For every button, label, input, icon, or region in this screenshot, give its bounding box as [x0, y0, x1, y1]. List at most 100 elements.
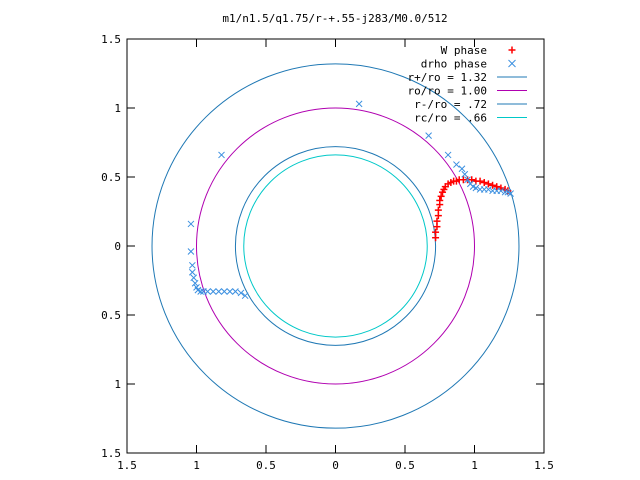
w-phase-point: [484, 180, 492, 188]
drho-phase-point-stroke: [204, 288, 211, 295]
chart-title: m1/n1.5/q1.75/r-+.55-j283/M0.0/512: [222, 12, 447, 25]
drho-phase-point-stroke: [504, 188, 512, 196]
drho-phase-point: [190, 274, 198, 282]
drho-phase-point: [485, 186, 492, 193]
w-phase-point: [433, 217, 441, 225]
drho-phase-point: [464, 176, 471, 184]
drho-phase-point-stroke: [215, 288, 223, 295]
drho-phase-point: [218, 151, 225, 159]
phase-points: [187, 100, 514, 300]
drho-phase-point-stroke: [191, 279, 199, 287]
w-phase-point: [437, 192, 445, 200]
drho-phase-point: [204, 288, 211, 295]
drho-phase-point-stroke: [501, 188, 509, 196]
x-tick-label: 1: [471, 459, 478, 472]
drho-phase-point: [187, 248, 195, 255]
drho-phase-point: [461, 170, 469, 178]
circle-r-0-72: [234, 146, 437, 346]
drho-phase-point-stroke: [461, 170, 469, 178]
drho-phase-point-stroke: [507, 190, 514, 197]
drho-phase-point-stroke: [190, 274, 198, 282]
drho-phase-point-stroke: [497, 187, 505, 195]
w-phase-point: [476, 177, 484, 185]
drho-phase-point-stroke: [188, 261, 196, 269]
drho-phase-point-stroke: [187, 220, 195, 228]
w-phase-point: [489, 181, 497, 189]
drho-phase-point: [197, 288, 205, 295]
axis-ticks: 1.5 1 0.5 0 0.5 1 1.51.510.500.511.5: [101, 33, 554, 472]
legend-label: W phase: [441, 44, 487, 57]
w-phase-point: [480, 179, 488, 187]
drho-phase-point-stroke: [464, 176, 471, 184]
circle-r-1: [196, 107, 475, 385]
y-tick-label: 1: [114, 378, 121, 391]
drho-phase-point: [501, 188, 509, 196]
drho-phase-point-stroke: [444, 151, 452, 159]
drho-phase-point: [497, 187, 505, 195]
drho-phase-point-stroke: [220, 288, 228, 295]
circle-r-1-32: [151, 63, 520, 429]
x-tick-label: 1.5: [534, 459, 554, 472]
drho-phase-point: [191, 279, 199, 287]
w-phase-point: [432, 228, 440, 236]
x-tick-label: 0: [332, 459, 339, 472]
drho-phase-point: [188, 261, 196, 269]
drho-phase-point-stroke: [355, 100, 363, 108]
y-tick-label: 1.5: [101, 447, 121, 460]
drho-phase-point-stroke: [218, 151, 225, 159]
y-tick-label: 1.5: [101, 33, 121, 46]
drho-phase-point: [507, 190, 514, 197]
reference-circles: [151, 63, 520, 429]
w-phase-point: [436, 196, 444, 204]
drho-phase-point-stroke: [197, 288, 205, 295]
w-phase-point: [434, 206, 442, 214]
drho-phase-point-stroke: [187, 248, 195, 255]
drho-phase-point-stroke: [453, 161, 460, 168]
y-tick-label: 0: [114, 240, 121, 253]
drho-phase-point-stroke: [485, 186, 492, 193]
legend-label: r+/ro = 1.32: [408, 71, 487, 84]
x-tick-label: 1: [193, 459, 200, 472]
drho-phase-point-stroke: [425, 132, 432, 139]
legend-marker: [508, 59, 516, 68]
drho-phase-point: [188, 268, 196, 276]
drho-phase-point: [472, 184, 480, 192]
legend-marker: [508, 46, 516, 54]
drho-phase-point: [241, 292, 249, 300]
drho-phase-point-stroke: [472, 184, 480, 192]
drho-phase-point-stroke: [193, 284, 200, 291]
drho-phase-point: [226, 288, 234, 295]
drho-phase-point: [355, 100, 363, 108]
drho-phase-point: [453, 161, 460, 168]
drho-phase-point-stroke: [209, 288, 217, 295]
legend-label: rc/ro = .66: [414, 112, 487, 125]
x-tick-label: 1.5: [117, 459, 137, 472]
drho-phase-point: [425, 132, 432, 139]
drho-phase-point: [458, 165, 466, 173]
drho-phase-point-stroke: [232, 288, 239, 295]
drho-phase-point: [232, 288, 239, 295]
drho-phase-point-stroke: [458, 165, 466, 173]
legend-label: drho phase: [421, 58, 487, 71]
x-tick-label: 0.5: [256, 459, 276, 472]
drho-phase-point-stroke: [237, 289, 245, 297]
y-tick-label: 1: [114, 102, 121, 115]
drho-phase-point-stroke: [226, 288, 234, 295]
drho-phase-point: [209, 288, 217, 295]
legend-marker-stroke: [508, 59, 516, 68]
w-phase-point: [493, 183, 501, 191]
y-tick-label: 0.5: [101, 309, 121, 322]
drho-phase-point-stroke: [469, 183, 477, 191]
circle-r-0-66: [243, 154, 428, 338]
legend-label: ro/ro = 1.00: [408, 85, 487, 98]
x-tick-label: 0.5: [395, 459, 415, 472]
drho-phase-point: [187, 220, 195, 228]
drho-phase-point: [220, 288, 228, 295]
drho-phase-point: [444, 151, 452, 159]
drho-phase-point-stroke: [188, 268, 196, 276]
drho-phase-point-stroke: [241, 292, 249, 300]
y-tick-label: 0.5: [101, 171, 121, 184]
drho-phase-point: [215, 288, 223, 295]
